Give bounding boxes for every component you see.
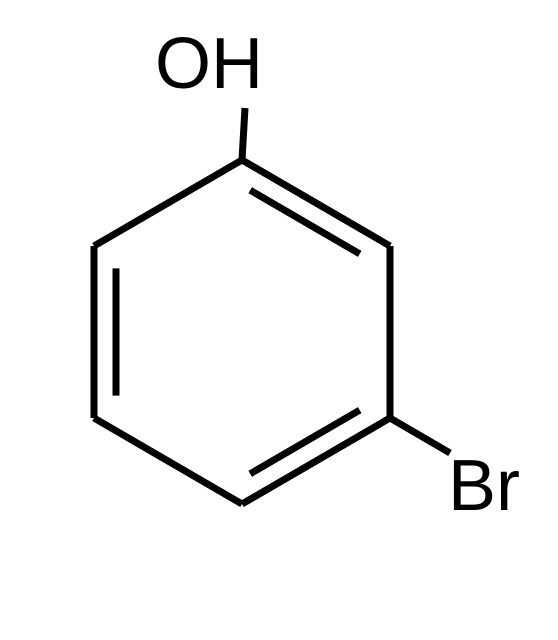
bond-line: [94, 160, 242, 246]
bond-line: [94, 418, 242, 504]
atom-label: Br: [448, 446, 520, 526]
atom-label: OH: [155, 24, 263, 104]
bond-line: [390, 418, 450, 453]
bond-line: [242, 418, 390, 504]
bond-line: [242, 108, 245, 160]
molecule-diagram: OH Br: [0, 0, 558, 640]
bond-line: [242, 160, 390, 246]
